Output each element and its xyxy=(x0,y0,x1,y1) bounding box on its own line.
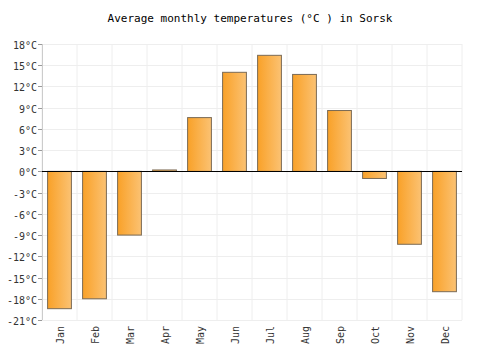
x-tick-label: Nov xyxy=(405,326,416,344)
y-tick xyxy=(38,108,42,109)
x-tick-label: Oct xyxy=(370,326,381,344)
y-tick xyxy=(38,65,42,66)
y-tick-label: 15°C xyxy=(13,61,37,72)
y-tick xyxy=(38,299,42,300)
bar xyxy=(293,74,317,171)
y-tick xyxy=(38,214,42,215)
bar xyxy=(118,171,142,235)
zero-line xyxy=(42,171,462,172)
grid-line xyxy=(42,108,462,109)
x-tick-label: Mar xyxy=(125,326,136,344)
y-tick xyxy=(38,150,42,151)
bar xyxy=(328,111,352,172)
grid-line xyxy=(42,150,462,151)
bar xyxy=(433,171,457,291)
x-tick-label: Sep xyxy=(335,326,346,344)
y-tick-label: -12°C xyxy=(7,252,37,263)
bar xyxy=(398,171,422,244)
y-tick-label: 0°C xyxy=(19,167,37,178)
bar xyxy=(258,55,282,171)
y-tick xyxy=(38,86,42,87)
y-tick-label: 18°C xyxy=(13,40,37,51)
y-tick-label: -9°C xyxy=(13,231,37,242)
y-tick-label: 6°C xyxy=(19,125,37,136)
y-tick-label: -15°C xyxy=(7,274,37,285)
bar xyxy=(188,118,212,172)
x-tick-label: Jun xyxy=(230,326,241,344)
x-tick-label: Jan xyxy=(55,326,66,344)
x-tick-label: Apr xyxy=(160,326,171,344)
y-tick xyxy=(38,320,42,321)
y-tick-label: 9°C xyxy=(19,104,37,115)
y-tick xyxy=(38,235,42,236)
y-tick-label: 3°C xyxy=(19,146,37,157)
y-tick xyxy=(38,256,42,257)
grid-line xyxy=(42,320,462,321)
x-tick-label: Dec xyxy=(440,326,451,344)
y-tick xyxy=(38,193,42,194)
x-tick-label: Feb xyxy=(90,326,101,344)
bar xyxy=(363,171,387,178)
grid-line xyxy=(42,171,462,172)
bar xyxy=(48,171,72,308)
bar xyxy=(223,72,247,171)
y-tick-label: -6°C xyxy=(13,210,37,221)
bars xyxy=(48,55,457,308)
y-tick xyxy=(38,171,42,172)
bar xyxy=(83,171,107,298)
y-tick xyxy=(38,129,42,130)
chart: Average monthly temperatures (°C ) in So… xyxy=(0,0,500,350)
grid-line xyxy=(42,44,462,45)
y-tick-label: -18°C xyxy=(7,295,37,306)
x-tick-label: May xyxy=(195,326,206,344)
x-tick-label: Jul xyxy=(265,326,276,344)
grid-line xyxy=(42,65,462,66)
y-tick-label: -21°C xyxy=(7,316,37,327)
y-tick xyxy=(38,278,42,279)
grid-line xyxy=(42,86,462,87)
grid-line xyxy=(42,129,462,130)
y-tick xyxy=(38,44,42,45)
title: Average monthly temperatures (°C ) in So… xyxy=(108,12,393,25)
y-axis-line xyxy=(42,44,43,320)
y-tick-label: -3°C xyxy=(13,189,37,200)
x-tick-label: Aug xyxy=(300,326,311,344)
y-tick-label: 12°C xyxy=(13,82,37,93)
